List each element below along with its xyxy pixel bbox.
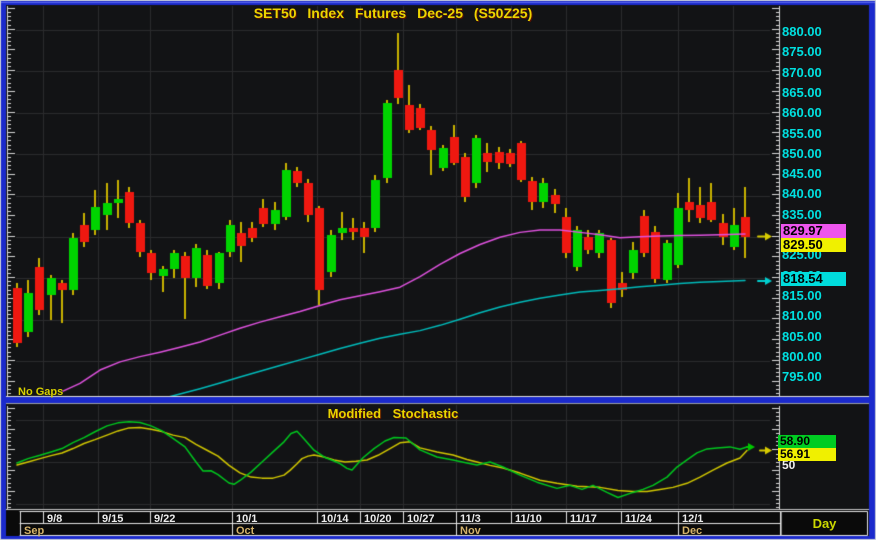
stoch-k-value: 58.90 [778,435,836,448]
week-label: 9/15 [102,513,124,525]
price-axis-label: 860.00 [782,105,822,121]
week-label: 10/27 [407,513,435,525]
price-axis-label: 840.00 [782,186,822,202]
price-axis-label: 850.00 [782,145,822,161]
week-label: 10/14 [321,513,349,525]
price-axis-label: 845.00 [782,166,822,182]
chart-title: SET50 Index Futures Dec-25 (S50Z25) [253,5,533,21]
week-label: 11/10 [515,513,542,525]
month-label: Dec [682,525,703,537]
price-axis-label: 805.00 [782,328,822,344]
week-label: 9/8 [47,513,63,525]
price-axis-label: 875.00 [782,44,822,60]
week-label: 10/20 [364,513,392,525]
price-axis-label: 800.00 [782,348,822,364]
ma-slow-value: 818.54 [781,272,846,286]
week-label: 11/3 [460,513,481,525]
stochastic-title: Modified Stochastic [327,406,459,421]
week-label: 11/17 [570,513,597,525]
stochastic-50-label: 50 [782,458,796,472]
ma-fast-value: 829.97 [781,224,846,238]
week-label: 9/22 [154,513,176,525]
last-price: 829.50 [781,238,846,252]
price-axis-label: 855.00 [782,125,822,141]
price-axis-label: 795.00 [782,369,822,385]
price-axis-label: 815.00 [782,287,822,303]
price-axis-label: 865.00 [782,84,822,100]
day-button[interactable]: Day [812,516,837,531]
stoch-d-value: 56.91 [778,448,836,461]
price-axis-label: 835.00 [782,206,822,222]
price-axis-label: 870.00 [782,64,822,80]
price-axis-label: 880.00 [782,24,822,39]
week-label: 10/1 [236,513,258,525]
month-label: Sep [24,525,45,537]
no-gaps-label: No Gaps [18,386,64,398]
month-label: Nov [460,525,481,537]
month-label: Oct [236,525,255,537]
week-label: 12/1 [682,513,704,525]
week-label: 11/24 [625,513,652,525]
price-axis-label: 810.00 [782,308,822,324]
